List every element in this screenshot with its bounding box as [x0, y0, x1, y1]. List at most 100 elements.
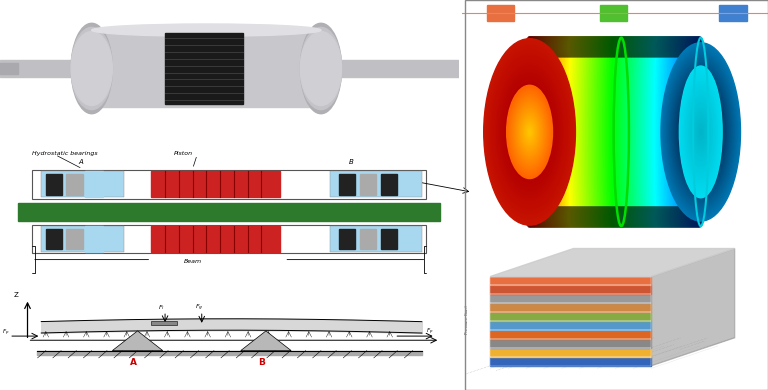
Ellipse shape	[600, 38, 607, 226]
Ellipse shape	[674, 37, 682, 57]
Ellipse shape	[561, 207, 569, 227]
Ellipse shape	[661, 38, 669, 226]
Ellipse shape	[556, 207, 564, 227]
Bar	[84, 172, 103, 197]
Ellipse shape	[547, 37, 554, 57]
Ellipse shape	[694, 116, 708, 148]
Ellipse shape	[580, 207, 588, 227]
Ellipse shape	[647, 38, 654, 226]
Ellipse shape	[563, 38, 571, 226]
Ellipse shape	[638, 38, 646, 226]
Bar	[381, 174, 396, 195]
Ellipse shape	[681, 87, 720, 177]
Ellipse shape	[693, 114, 709, 150]
Ellipse shape	[499, 70, 560, 194]
Bar	[41, 226, 124, 252]
Ellipse shape	[694, 37, 702, 57]
Ellipse shape	[487, 45, 572, 219]
Ellipse shape	[547, 207, 554, 227]
Ellipse shape	[554, 207, 562, 227]
Ellipse shape	[624, 207, 632, 227]
Ellipse shape	[530, 207, 538, 227]
Ellipse shape	[673, 207, 680, 227]
Ellipse shape	[679, 84, 722, 180]
Ellipse shape	[593, 37, 601, 57]
Ellipse shape	[647, 37, 654, 57]
Ellipse shape	[651, 38, 659, 226]
Ellipse shape	[594, 207, 602, 227]
Bar	[32, 225, 426, 253]
Ellipse shape	[523, 118, 537, 146]
Ellipse shape	[695, 113, 707, 151]
Ellipse shape	[535, 207, 542, 227]
Ellipse shape	[613, 38, 621, 226]
Ellipse shape	[697, 121, 704, 142]
Ellipse shape	[600, 207, 607, 227]
Ellipse shape	[570, 38, 578, 226]
Bar	[46, 229, 62, 249]
Ellipse shape	[678, 37, 686, 57]
Ellipse shape	[677, 38, 684, 226]
Bar	[0, 63, 18, 74]
Ellipse shape	[553, 38, 561, 226]
Ellipse shape	[631, 38, 639, 226]
Ellipse shape	[617, 207, 624, 227]
Ellipse shape	[694, 38, 702, 226]
Text: B: B	[258, 358, 265, 367]
Ellipse shape	[510, 92, 549, 172]
Polygon shape	[490, 277, 651, 285]
Ellipse shape	[604, 37, 612, 57]
Ellipse shape	[540, 38, 548, 226]
Ellipse shape	[502, 76, 557, 188]
Ellipse shape	[687, 38, 694, 226]
Ellipse shape	[545, 37, 552, 57]
Ellipse shape	[682, 74, 720, 190]
Ellipse shape	[557, 207, 564, 227]
Ellipse shape	[634, 38, 642, 226]
Ellipse shape	[650, 38, 657, 226]
Ellipse shape	[613, 207, 621, 227]
Bar	[321, 60, 458, 77]
Ellipse shape	[618, 207, 626, 227]
Ellipse shape	[515, 101, 545, 163]
Ellipse shape	[676, 76, 726, 187]
Ellipse shape	[671, 38, 679, 226]
Ellipse shape	[526, 37, 534, 57]
Ellipse shape	[543, 207, 551, 227]
Ellipse shape	[594, 38, 602, 226]
Ellipse shape	[693, 38, 700, 226]
Ellipse shape	[505, 81, 554, 183]
Ellipse shape	[531, 38, 539, 226]
Ellipse shape	[689, 105, 713, 159]
Ellipse shape	[640, 37, 647, 57]
Ellipse shape	[636, 207, 644, 227]
Ellipse shape	[489, 50, 570, 214]
Ellipse shape	[491, 53, 568, 211]
Ellipse shape	[671, 207, 679, 227]
Ellipse shape	[663, 38, 670, 226]
Ellipse shape	[528, 129, 531, 135]
Ellipse shape	[657, 37, 664, 57]
Ellipse shape	[627, 37, 634, 57]
Ellipse shape	[670, 62, 732, 202]
Ellipse shape	[583, 37, 591, 57]
Ellipse shape	[620, 38, 627, 226]
Ellipse shape	[519, 110, 540, 154]
Ellipse shape	[614, 207, 622, 227]
Ellipse shape	[596, 38, 604, 226]
Ellipse shape	[687, 37, 694, 57]
Ellipse shape	[680, 66, 722, 198]
Ellipse shape	[648, 207, 656, 227]
Ellipse shape	[681, 207, 689, 227]
Ellipse shape	[492, 56, 567, 208]
Ellipse shape	[547, 38, 554, 226]
Ellipse shape	[566, 38, 574, 226]
Ellipse shape	[584, 207, 592, 227]
Ellipse shape	[497, 65, 562, 199]
Ellipse shape	[537, 37, 545, 57]
Ellipse shape	[533, 38, 541, 226]
Ellipse shape	[526, 207, 534, 227]
Polygon shape	[490, 285, 651, 294]
Ellipse shape	[512, 96, 547, 168]
Ellipse shape	[300, 27, 342, 110]
